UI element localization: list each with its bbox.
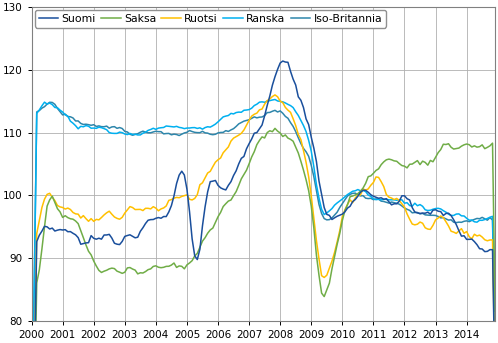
Suomi [83,241,89,245]
Iso-Britannia [86,122,92,127]
Iso-Britannia [207,132,213,136]
Suomi [479,247,485,251]
Ranska [36,108,42,112]
Ruotsi [36,218,42,223]
Suomi [443,211,449,215]
Iso-Britannia [479,215,485,220]
Ranska [272,97,278,102]
Line: Iso-Britannia: Iso-Britannia [31,102,495,343]
Saksa [124,266,130,270]
Ruotsi [479,235,485,239]
Ruotsi [443,220,449,224]
Iso-Britannia [127,132,133,136]
Saksa [443,142,449,146]
Ruotsi [83,216,89,221]
Iso-Britannia [443,217,449,221]
Iso-Britannia [47,100,53,104]
Saksa [205,231,211,235]
Suomi [280,59,286,63]
Line: Ruotsi: Ruotsi [31,95,495,343]
Saksa [83,243,89,247]
Saksa [272,126,278,130]
Ranska [205,125,211,129]
Line: Suomi: Suomi [31,61,495,343]
Ranska [124,132,130,137]
Legend: Suomi, Saksa, Ruotsi, Ranska, Iso-Britannia: Suomi, Saksa, Ruotsi, Ranska, Iso-Britan… [35,10,386,27]
Suomi [36,233,42,237]
Suomi [205,190,211,194]
Saksa [479,143,485,147]
Suomi [124,234,130,238]
Line: Saksa: Saksa [31,128,495,343]
Iso-Britannia [36,108,42,113]
Saksa [36,268,42,272]
Line: Ranska: Ranska [31,99,495,343]
Ruotsi [124,208,130,212]
Saksa [492,309,498,313]
Ranska [443,210,449,214]
Ruotsi [205,171,211,175]
Ranska [479,218,485,222]
Ranska [83,123,89,128]
Ruotsi [272,93,278,97]
